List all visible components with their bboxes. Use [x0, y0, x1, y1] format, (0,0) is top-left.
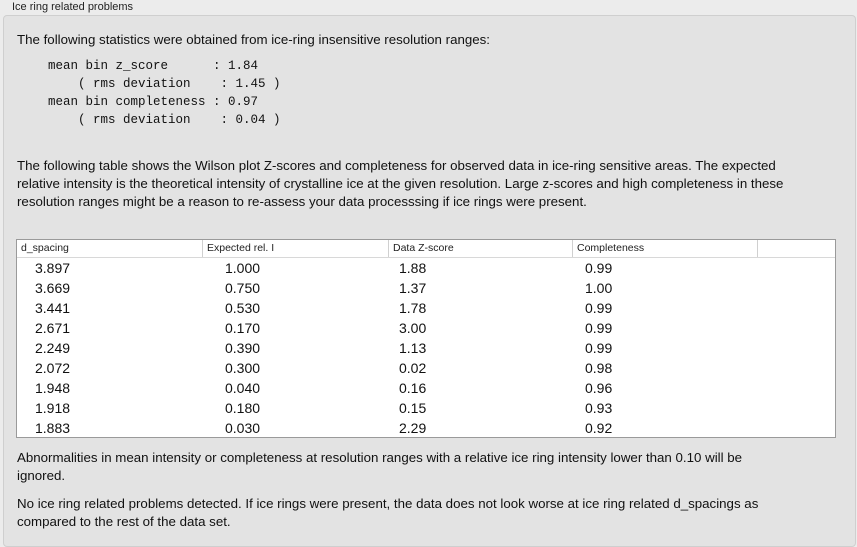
intro-text: The following statistics were obtained f…	[17, 32, 491, 47]
cell-data-z-score: 2.29	[399, 420, 427, 436]
table-header: d_spacing Expected rel. I Data Z-score C…	[17, 240, 835, 258]
column-header-completeness[interactable]: Completeness	[573, 240, 758, 257]
table-row[interactable]: 1.948 0.040 0.16 0.96	[17, 378, 835, 398]
cell-completeness: 0.92	[585, 420, 613, 436]
column-header-expected-rel-i[interactable]: Expected rel. I	[203, 240, 389, 257]
cell-completeness: 0.98	[585, 360, 613, 376]
table-row[interactable]: 1.918 0.180 0.15 0.93	[17, 398, 835, 418]
ice-ring-table[interactable]: d_spacing Expected rel. I Data Z-score C…	[16, 239, 836, 438]
cell-completeness: 0.99	[585, 300, 613, 316]
section-title: Ice ring related problems	[12, 1, 134, 13]
cell-d-spacing: 1.918	[35, 400, 71, 416]
cell-expected-rel-i: 0.040	[225, 380, 261, 396]
cell-d-spacing: 3.897	[35, 260, 71, 276]
cell-data-z-score: 1.78	[399, 300, 427, 316]
cell-data-z-score: 0.15	[399, 400, 427, 416]
cell-expected-rel-i: 0.300	[225, 360, 261, 376]
note-ignored-abnormalities: Abnormalities in mean intensity or compl…	[17, 450, 743, 483]
cell-data-z-score: 3.00	[399, 320, 427, 336]
cell-completeness: 0.99	[585, 340, 613, 356]
cell-d-spacing: 3.441	[35, 300, 71, 316]
note-no-problems: No ice ring related problems detected. I…	[17, 496, 759, 529]
cell-data-z-score: 1.13	[399, 340, 427, 356]
column-header-filler	[758, 240, 835, 257]
cell-expected-rel-i: 1.000	[225, 260, 261, 276]
cell-d-spacing: 2.249	[35, 340, 71, 356]
cell-data-z-score: 0.02	[399, 360, 427, 376]
cell-d-spacing: 1.948	[35, 380, 71, 396]
cell-completeness: 0.93	[585, 400, 613, 416]
table-row[interactable]: 3.669 0.750 1.37 1.00	[17, 278, 835, 298]
table-intro-text: The following table shows the Wilson plo…	[17, 158, 784, 209]
cell-d-spacing: 2.072	[35, 360, 71, 376]
table-row[interactable]: 2.072 0.300 0.02 0.98	[17, 358, 835, 378]
cell-data-z-score: 1.88	[399, 260, 427, 276]
cell-completeness: 0.99	[585, 260, 613, 276]
cell-d-spacing: 3.669	[35, 280, 71, 296]
cell-completeness: 1.00	[585, 280, 613, 296]
cell-completeness: 0.99	[585, 320, 613, 336]
cell-expected-rel-i: 0.750	[225, 280, 261, 296]
table-row[interactable]: 2.671 0.170 3.00 0.99	[17, 318, 835, 338]
column-header-data-z-score[interactable]: Data Z-score	[389, 240, 573, 257]
cell-expected-rel-i: 0.180	[225, 400, 261, 416]
column-header-d-spacing[interactable]: d_spacing	[17, 240, 203, 257]
table-row[interactable]: 2.249 0.390 1.13 0.99	[17, 338, 835, 358]
stats-block: mean bin z_score : 1.84 ( rms deviation …	[48, 59, 281, 127]
cell-expected-rel-i: 0.030	[225, 420, 261, 436]
cell-expected-rel-i: 0.390	[225, 340, 261, 356]
table-row[interactable]: 3.441 0.530 1.78 0.99	[17, 298, 835, 318]
cell-data-z-score: 0.16	[399, 380, 427, 396]
cell-expected-rel-i: 0.170	[225, 320, 261, 336]
cell-expected-rel-i: 0.530	[225, 300, 261, 316]
table-row[interactable]: 3.897 1.000 1.88 0.99	[17, 258, 835, 278]
cell-data-z-score: 1.37	[399, 280, 427, 296]
cell-d-spacing: 2.671	[35, 320, 71, 336]
table-row[interactable]: 1.883 0.030 2.29 0.92	[17, 418, 835, 438]
cell-d-spacing: 1.883	[35, 420, 71, 436]
cell-completeness: 0.96	[585, 380, 613, 396]
